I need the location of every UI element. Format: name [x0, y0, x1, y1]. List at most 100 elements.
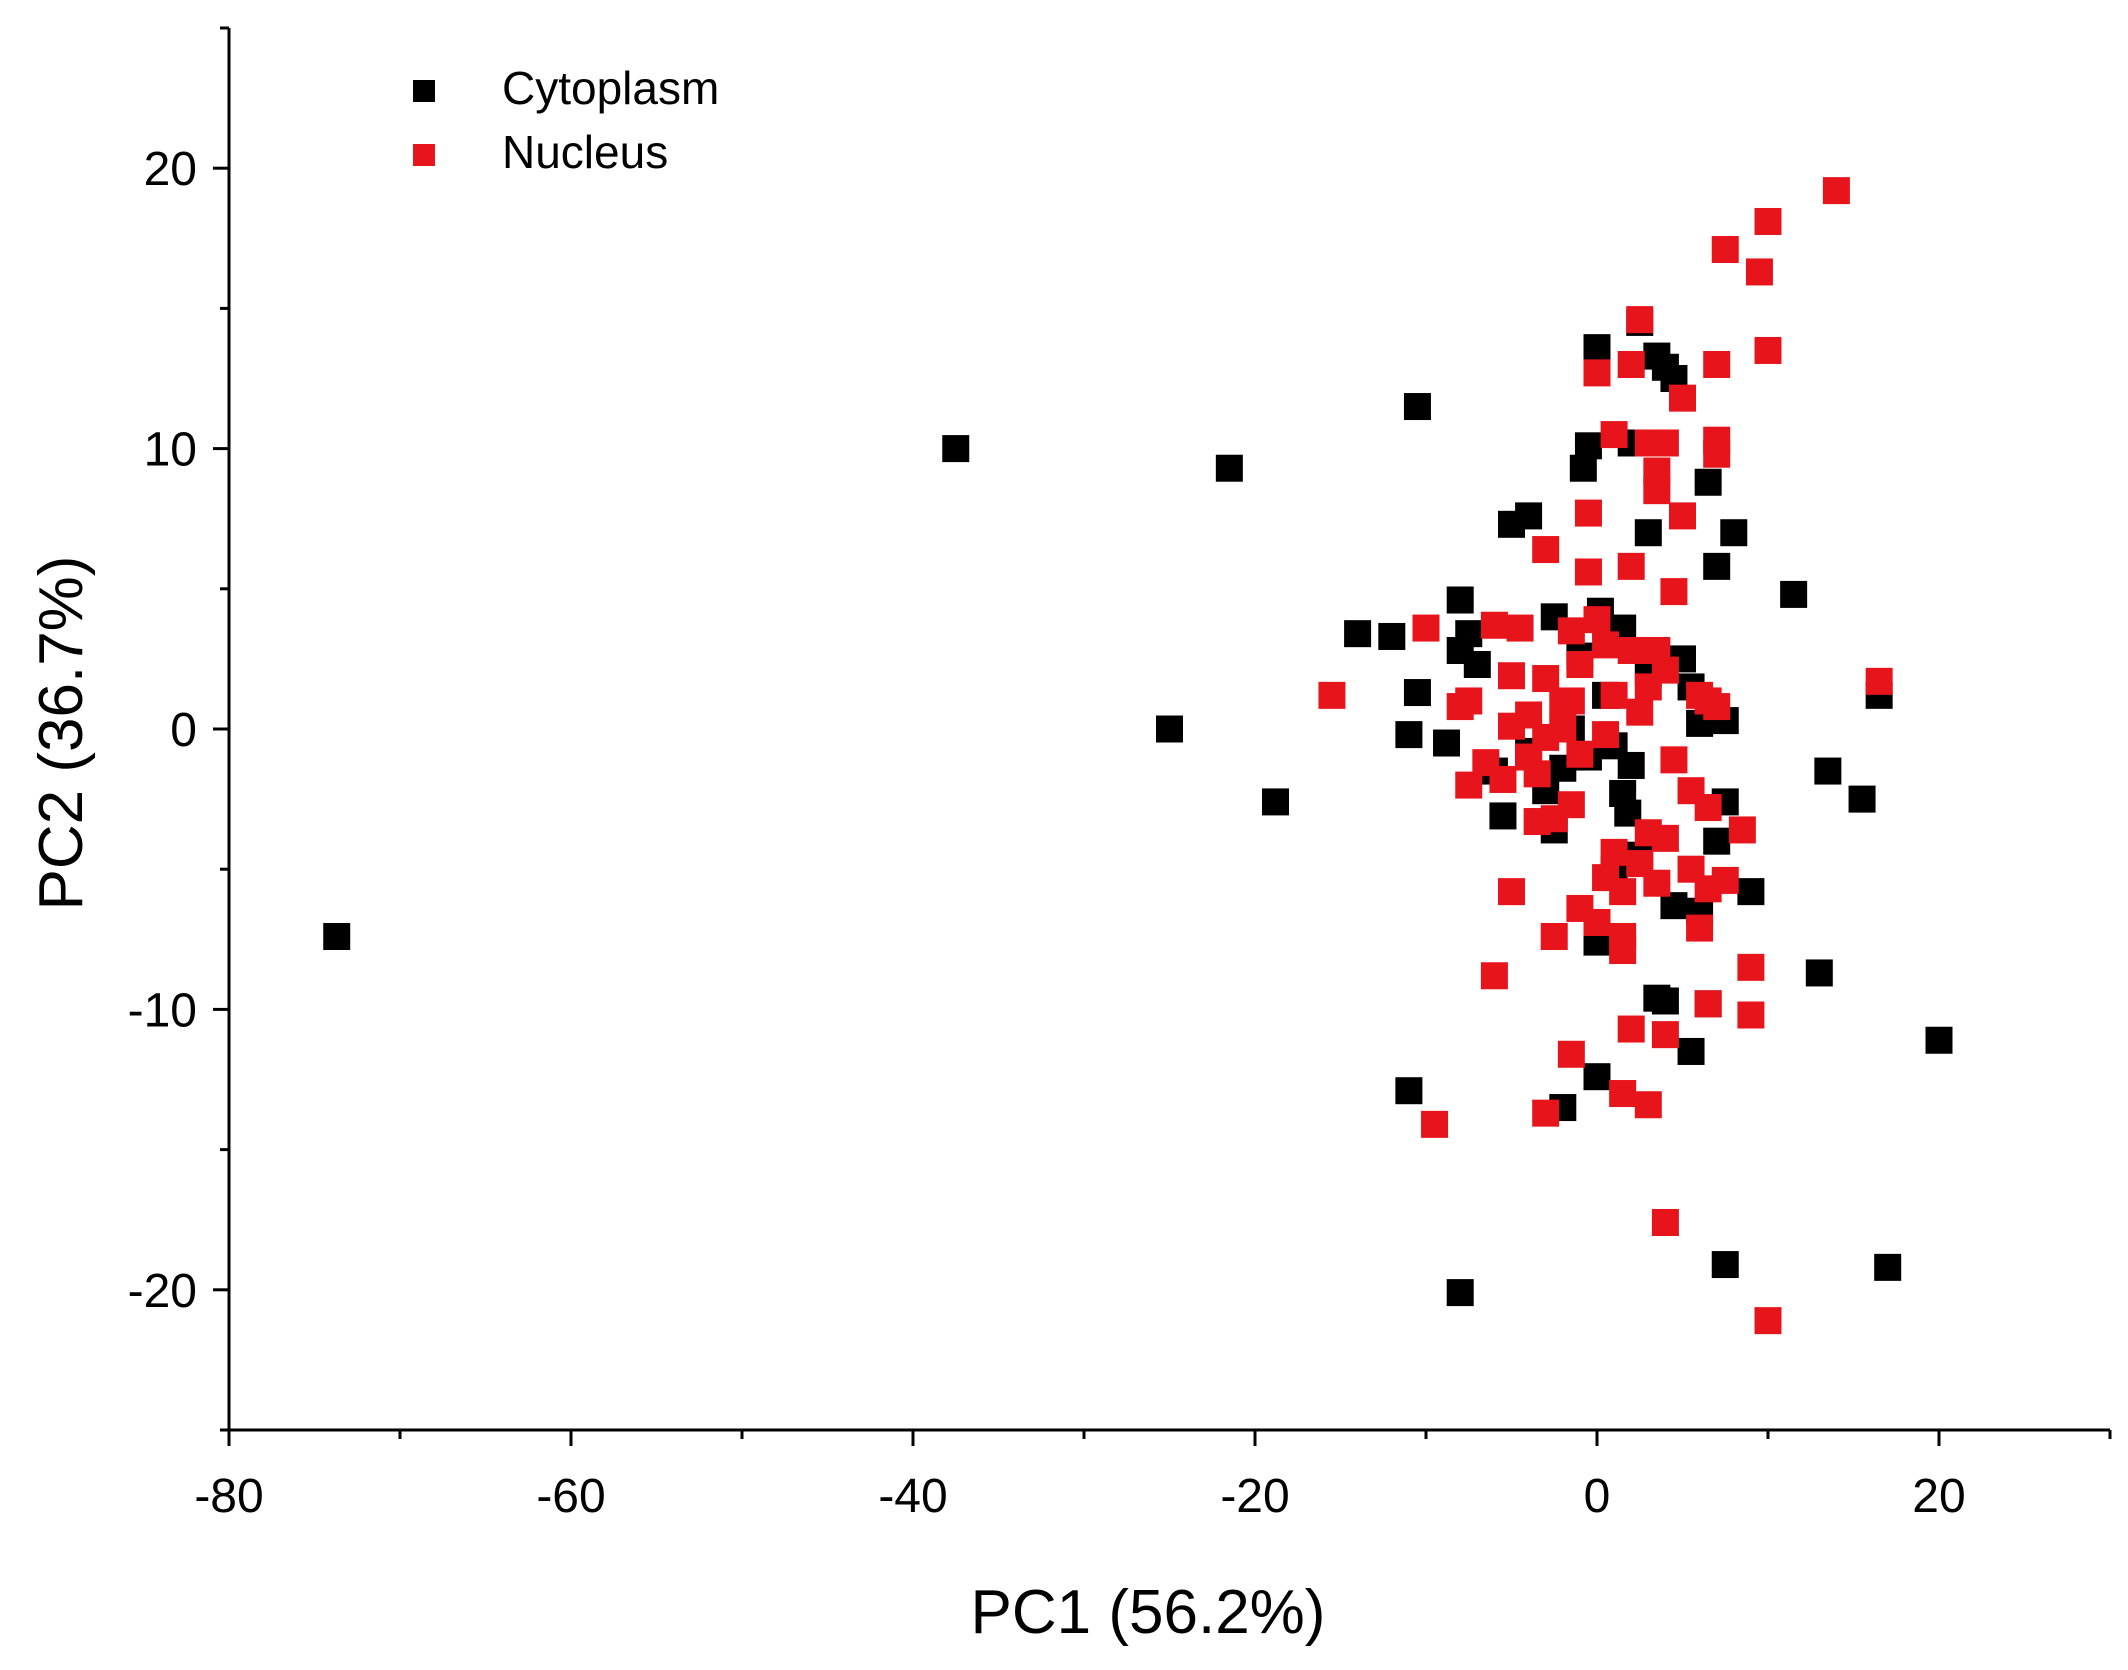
point-nucleus	[1651, 429, 1679, 457]
point-nucleus	[1498, 878, 1525, 906]
point-nucleus	[1754, 207, 1782, 235]
point-nucleus	[1694, 990, 1722, 1018]
point-cytoplasm	[1446, 586, 1474, 614]
point-nucleus	[1583, 606, 1611, 634]
point-nucleus	[1617, 1015, 1645, 1043]
point-nucleus	[1515, 743, 1543, 771]
legend: Cytoplasm Nucleus	[413, 62, 719, 178]
y-tick-label: 10	[144, 424, 197, 477]
point-nucleus	[1412, 614, 1440, 642]
legend-label-nucleus: Nucleus	[502, 126, 668, 178]
y-tick-label: -20	[128, 1265, 197, 1318]
point-nucleus	[1498, 662, 1525, 690]
point-nucleus	[1703, 350, 1731, 378]
point-nucleus	[1609, 878, 1637, 906]
legend-marker-cytoplasm	[413, 80, 435, 102]
point-nucleus	[1643, 457, 1671, 485]
point-nucleus	[1532, 665, 1560, 693]
point-nucleus	[1574, 558, 1602, 586]
point-nucleus	[1694, 794, 1722, 822]
point-nucleus	[1592, 631, 1620, 659]
point-nucleus	[1703, 440, 1731, 468]
point-nucleus	[1617, 552, 1645, 580]
point-cytoplasm	[1737, 878, 1765, 906]
point-cytoplasm	[1694, 468, 1722, 496]
point-nucleus	[1865, 667, 1893, 695]
point-cytoplasm	[1583, 334, 1611, 362]
legend-label-cytoplasm: Cytoplasm	[502, 62, 719, 114]
x-tick-label: -40	[878, 1470, 947, 1523]
point-nucleus	[1318, 681, 1346, 709]
point-nucleus	[1557, 617, 1585, 645]
point-nucleus	[1626, 306, 1654, 334]
point-nucleus	[1754, 1307, 1782, 1335]
y-tick-label: 0	[170, 704, 197, 757]
point-cytoplasm	[1925, 1026, 1953, 1054]
point-nucleus	[1523, 808, 1551, 836]
point-nucleus	[1822, 177, 1850, 205]
point-nucleus	[1617, 350, 1645, 378]
x-tick-label: 20	[1912, 1470, 1965, 1523]
point-nucleus	[1609, 1080, 1637, 1108]
point-nucleus	[1626, 698, 1654, 726]
y-tick-label: -10	[128, 984, 197, 1037]
point-nucleus	[1600, 681, 1628, 709]
point-cytoplasm	[1711, 1251, 1739, 1279]
point-nucleus	[1745, 258, 1773, 286]
point-nucleus	[1566, 740, 1594, 768]
x-axis-label: PC1 (56.2%)	[971, 1578, 1326, 1647]
point-nucleus	[1583, 908, 1611, 936]
point-nucleus	[1634, 1091, 1662, 1119]
x-tick-label: -20	[1220, 1470, 1289, 1523]
point-cytoplasm	[1262, 788, 1290, 816]
point-cytoplasm	[1651, 987, 1679, 1015]
point-cytoplasm	[1156, 715, 1183, 743]
point-nucleus	[1557, 687, 1585, 715]
point-nucleus	[1660, 578, 1688, 606]
x-tick-label: -60	[536, 1470, 605, 1523]
x-tick-label: -80	[194, 1470, 263, 1523]
point-cytoplasm	[1617, 751, 1645, 779]
point-cytoplasm	[1215, 454, 1243, 482]
point-nucleus	[1498, 712, 1525, 740]
point-cytoplasm	[1395, 721, 1423, 749]
point-cytoplasm	[1403, 393, 1431, 421]
point-nucleus	[1669, 384, 1696, 412]
point-cytoplasm	[1515, 502, 1543, 530]
point-cytoplasm	[1583, 1063, 1611, 1091]
point-nucleus	[1506, 614, 1534, 642]
point-cytoplasm	[1703, 552, 1731, 580]
point-cytoplasm	[1489, 802, 1517, 830]
y-axis-ticks: -20 -10 0 10 20	[128, 26, 229, 1432]
point-nucleus	[1489, 765, 1517, 793]
point-nucleus	[1711, 236, 1739, 264]
y-axis-label: PC2 (36.7%)	[27, 556, 96, 911]
point-nucleus	[1480, 611, 1508, 639]
point-nucleus	[1728, 816, 1756, 844]
point-cytoplasm	[1574, 432, 1602, 460]
point-nucleus	[1643, 869, 1671, 897]
point-nucleus	[1583, 359, 1611, 387]
point-nucleus	[1634, 673, 1662, 701]
point-cytoplasm	[323, 922, 351, 950]
point-nucleus	[1737, 953, 1765, 981]
point-cytoplasm	[1433, 729, 1461, 757]
point-cytoplasm	[1848, 785, 1876, 813]
point-nucleus	[1711, 866, 1739, 894]
legend-marker-nucleus	[413, 144, 435, 166]
point-nucleus	[1421, 1110, 1449, 1138]
x-axis-ticks: -80 -60 -40 -20 0 20	[194, 1430, 2112, 1523]
y-tick-label: 20	[144, 143, 197, 196]
point-nucleus	[1532, 1099, 1560, 1127]
point-cytoplasm	[1634, 519, 1662, 547]
point-nucleus	[1455, 771, 1483, 799]
point-nucleus	[1651, 1209, 1679, 1237]
point-nucleus	[1566, 651, 1594, 679]
point-cytoplasm	[1455, 620, 1483, 648]
point-cytoplasm	[1446, 1279, 1474, 1307]
point-cytoplasm	[1780, 580, 1808, 608]
data-points	[323, 177, 1953, 1335]
point-cytoplasm	[1720, 519, 1748, 547]
point-cytoplasm	[1805, 959, 1833, 987]
